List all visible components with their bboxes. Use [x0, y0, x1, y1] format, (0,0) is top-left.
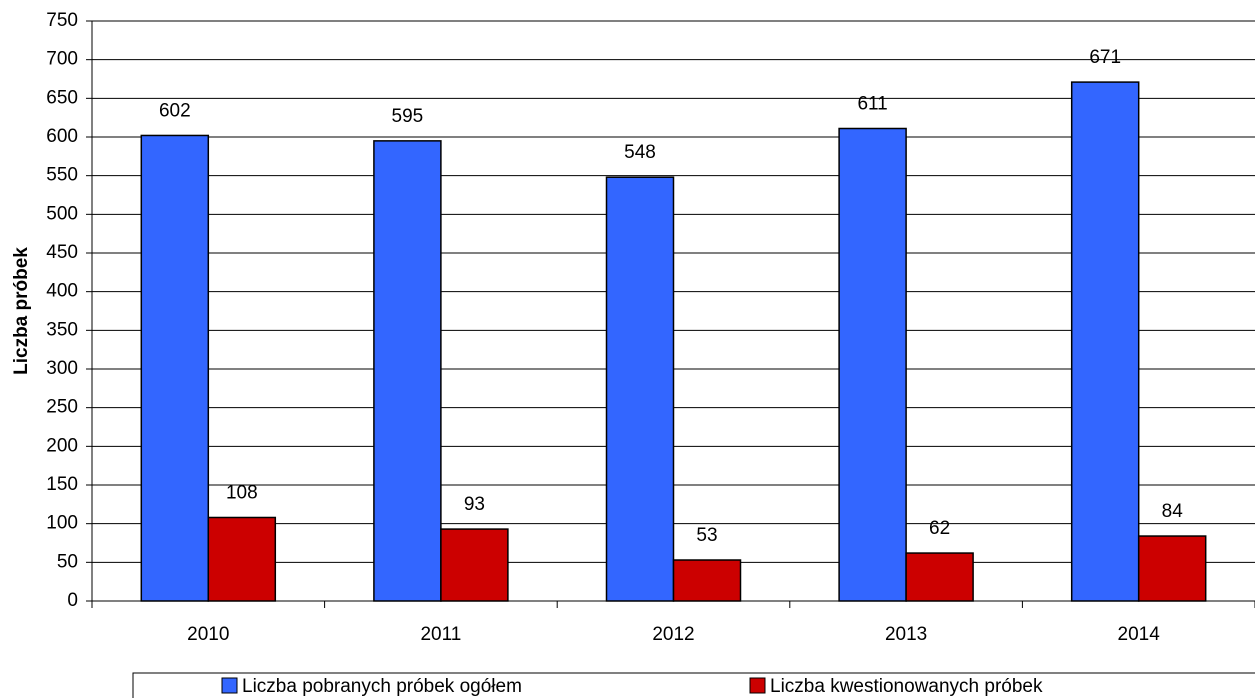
- legend-label: Liczba pobranych próbek ogółem: [242, 676, 522, 697]
- y-tick-label: 200: [46, 435, 78, 456]
- legend-box: [132, 672, 1255, 698]
- bar: [605, 176, 675, 602]
- bar: [1137, 535, 1207, 602]
- legend-swatch: [749, 677, 766, 694]
- data-label: 108: [226, 482, 258, 503]
- bar: [1070, 81, 1140, 602]
- y-tick-label: 150: [46, 474, 78, 495]
- bar: [672, 559, 742, 602]
- bar: [207, 516, 277, 602]
- y-tick-label: 650: [46, 87, 78, 108]
- y-axis-label: Liczba próbek: [11, 247, 32, 375]
- data-label: 602: [159, 100, 191, 121]
- data-label: 84: [1162, 501, 1184, 522]
- data-label: 93: [464, 494, 485, 515]
- x-tick-label: 2012: [652, 624, 694, 645]
- data-label: 62: [929, 518, 950, 539]
- bar: [140, 134, 210, 602]
- legend-swatch: [221, 677, 238, 694]
- x-tick-label: 2014: [1118, 624, 1161, 645]
- data-label: 548: [624, 142, 656, 163]
- y-tick-label: 250: [46, 397, 78, 418]
- data-label: 595: [392, 106, 424, 127]
- y-tick-label: 400: [46, 281, 78, 302]
- y-tick-label: 550: [46, 165, 78, 186]
- y-tick-label: 750: [46, 10, 78, 31]
- legend-label: Liczba kwestionowanych próbek: [770, 676, 1043, 697]
- bar: [440, 528, 509, 602]
- x-tick-label: 2013: [885, 624, 927, 645]
- y-tick-label: 600: [46, 126, 78, 147]
- bar: [373, 140, 442, 602]
- data-label: 53: [696, 525, 717, 546]
- y-tick-label: 500: [46, 203, 78, 224]
- y-tick-label: 0: [67, 590, 78, 611]
- bar: [838, 127, 907, 602]
- y-tick-label: 700: [46, 49, 78, 70]
- data-label: 611: [857, 94, 887, 115]
- x-tick-label: 2010: [187, 624, 229, 645]
- bar: [905, 552, 974, 602]
- y-tick-label: 350: [46, 319, 78, 340]
- x-tick-label: 2011: [420, 624, 461, 645]
- y-tick-label: 100: [46, 513, 78, 534]
- y-tick-label: 300: [46, 358, 78, 379]
- data-label: 671: [1089, 47, 1121, 68]
- y-tick-label: 50: [57, 551, 78, 572]
- y-tick-label: 450: [46, 242, 78, 263]
